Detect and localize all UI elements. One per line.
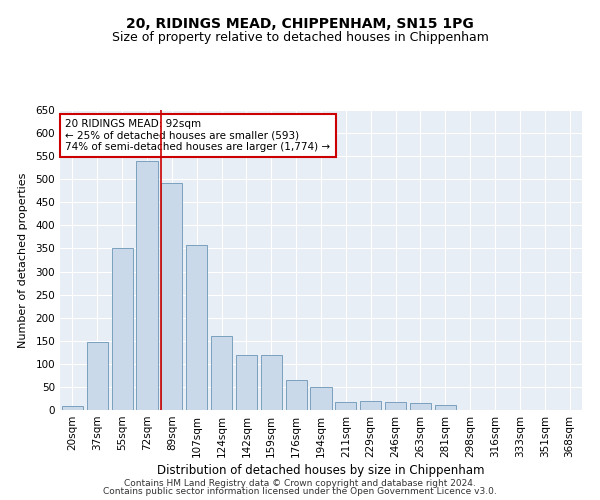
- X-axis label: Distribution of detached houses by size in Chippenham: Distribution of detached houses by size …: [157, 464, 485, 477]
- Bar: [87, 342, 108, 410]
- Bar: [112, 248, 133, 410]
- Bar: [161, 183, 182, 410]
- Bar: [360, 401, 381, 410]
- Bar: [385, 402, 406, 410]
- Bar: [236, 354, 257, 410]
- Bar: [186, 245, 207, 410]
- Text: Contains public sector information licensed under the Open Government Licence v3: Contains public sector information licen…: [103, 487, 497, 496]
- Text: 20 RIDINGS MEAD: 92sqm
← 25% of detached houses are smaller (593)
74% of semi-de: 20 RIDINGS MEAD: 92sqm ← 25% of detached…: [65, 119, 331, 152]
- Text: Contains HM Land Registry data © Crown copyright and database right 2024.: Contains HM Land Registry data © Crown c…: [124, 478, 476, 488]
- Bar: [62, 406, 83, 410]
- Bar: [310, 387, 332, 410]
- Text: Size of property relative to detached houses in Chippenham: Size of property relative to detached ho…: [112, 31, 488, 44]
- Bar: [435, 406, 456, 410]
- Bar: [410, 403, 431, 410]
- Y-axis label: Number of detached properties: Number of detached properties: [19, 172, 28, 348]
- Bar: [261, 354, 282, 410]
- Bar: [335, 402, 356, 410]
- Bar: [211, 336, 232, 410]
- Bar: [136, 161, 158, 410]
- Bar: [286, 380, 307, 410]
- Text: 20, RIDINGS MEAD, CHIPPENHAM, SN15 1PG: 20, RIDINGS MEAD, CHIPPENHAM, SN15 1PG: [126, 18, 474, 32]
